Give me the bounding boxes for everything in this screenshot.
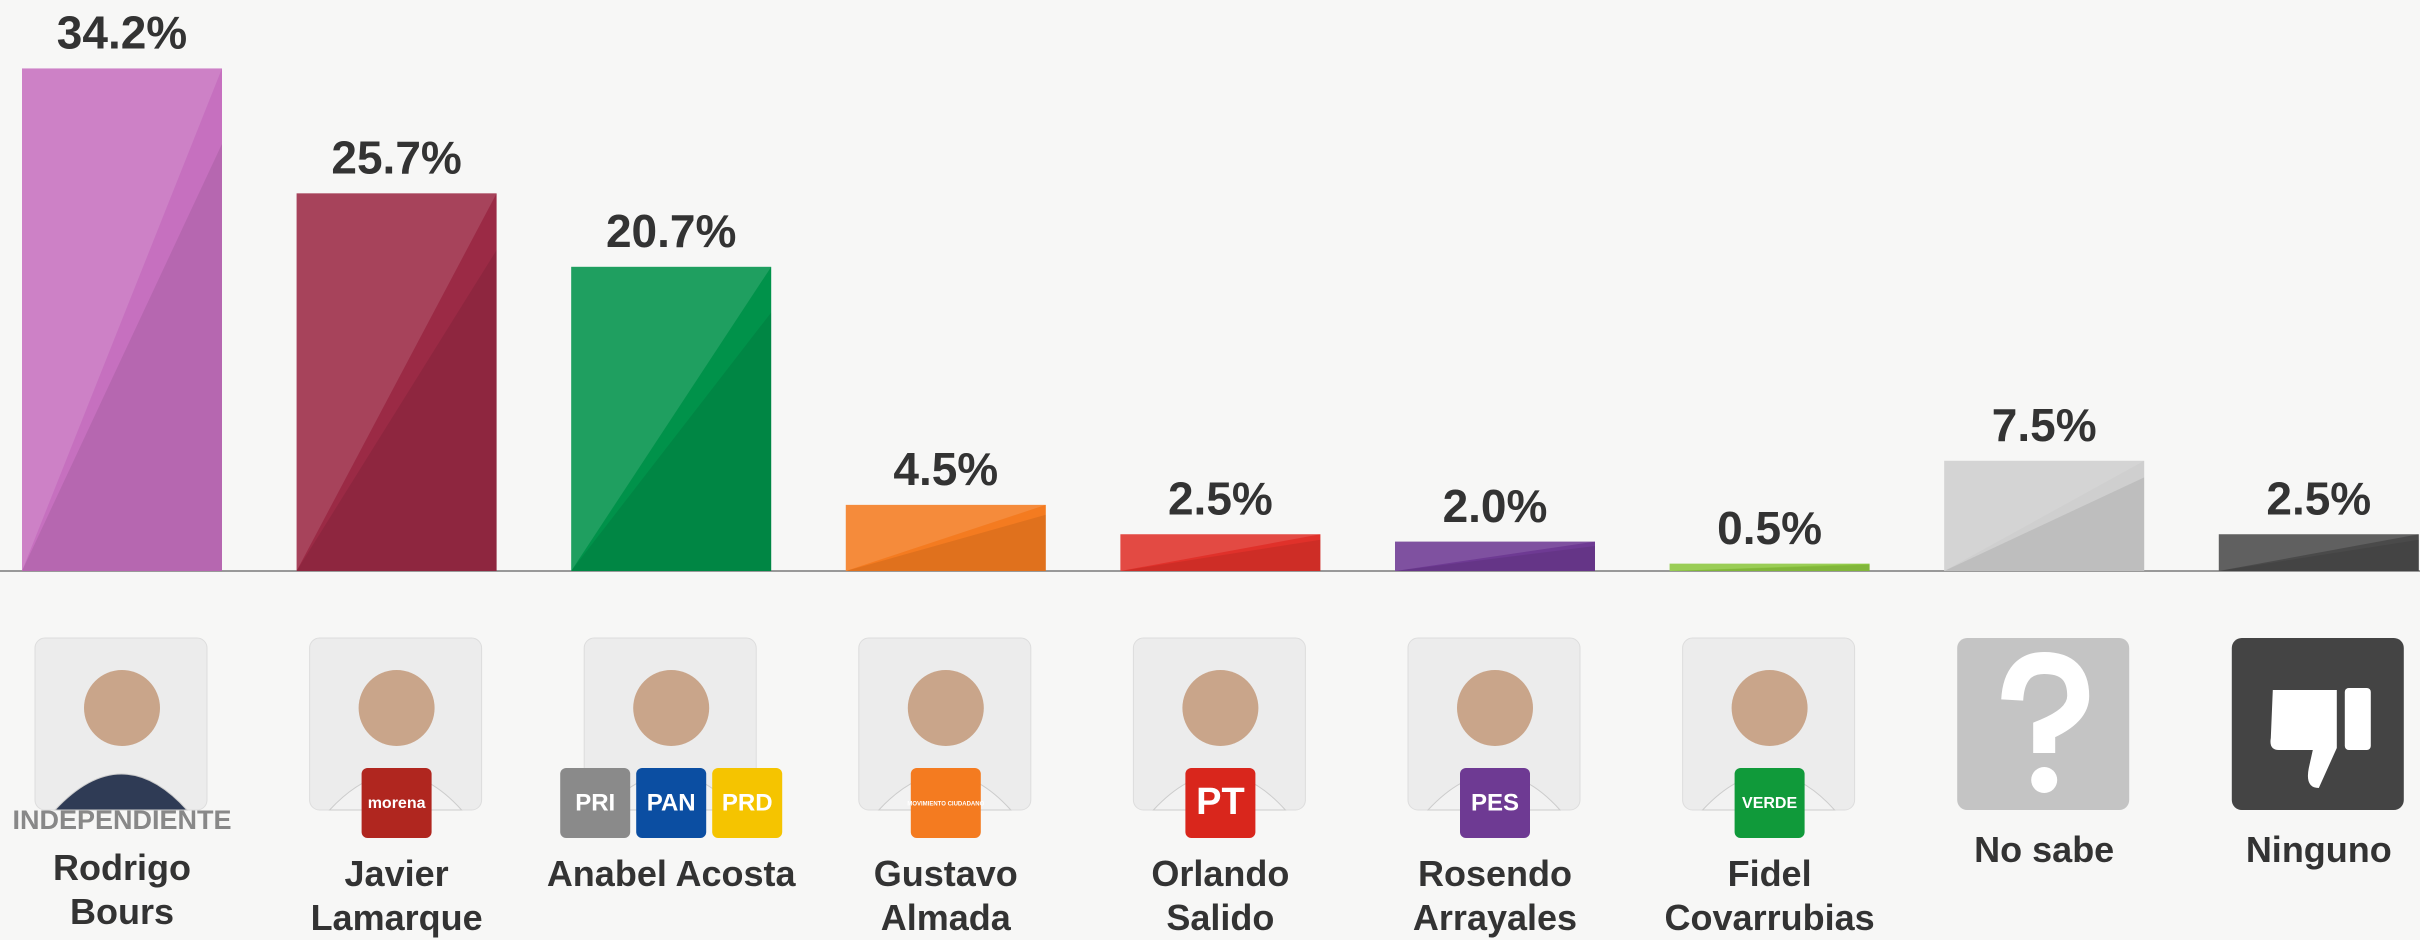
party-label: PT [1196, 781, 1245, 823]
party-label: PES [1471, 789, 1519, 816]
value-label: 34.2% [57, 7, 187, 59]
category-label: Rosendo Arrayales [1370, 852, 1620, 940]
tag-label: INDEPENDIENTE [12, 805, 231, 835]
value-label: 25.7% [331, 132, 461, 184]
category-label: No sabe [1919, 828, 2169, 872]
value-label: 2.5% [2266, 472, 2371, 524]
photo-head [1457, 670, 1533, 746]
value-label: 0.5% [1717, 502, 1822, 554]
category-label: Rodrigo Bours [0, 846, 247, 934]
category-label: Fidel Covarrubias [1645, 852, 1895, 940]
party-label: PAN [647, 789, 696, 816]
party-label: MOVIMIENTO CIUDADANO [907, 802, 984, 808]
value-label: 20.7% [606, 205, 736, 257]
photo-head [633, 670, 709, 746]
category-label: Anabel Acosta [546, 852, 796, 896]
thumb-cuff [2345, 688, 2371, 750]
question-dot [2031, 767, 2057, 793]
party-label: PRD [722, 789, 773, 816]
party-label: PRI [575, 789, 615, 816]
photo-head [84, 670, 160, 746]
category-label: Gustavo Almada [821, 852, 1071, 940]
chart: 34.2% INDEPENDIENTE 25.7% morena 20.7% PRI PAN… [0, 0, 2420, 940]
photo-head [1732, 670, 1808, 746]
category-label: Orlando Salido [1095, 852, 1345, 940]
party-label: morena [368, 795, 426, 812]
value-label: 2.0% [1443, 480, 1548, 532]
photo-head [359, 670, 435, 746]
photo-head [1182, 670, 1258, 746]
category-label: Ninguno [2194, 828, 2420, 872]
value-label: 2.5% [1168, 472, 1273, 524]
page: 34.2% INDEPENDIENTE 25.7% morena 20.7% PRI PAN… [0, 0, 2420, 940]
photo-head [908, 670, 984, 746]
category-label: Javier Lamarque [272, 852, 522, 940]
value-label: 4.5% [893, 443, 998, 495]
party-label: VERDE [1742, 795, 1797, 812]
value-label: 7.5% [1992, 399, 2097, 451]
